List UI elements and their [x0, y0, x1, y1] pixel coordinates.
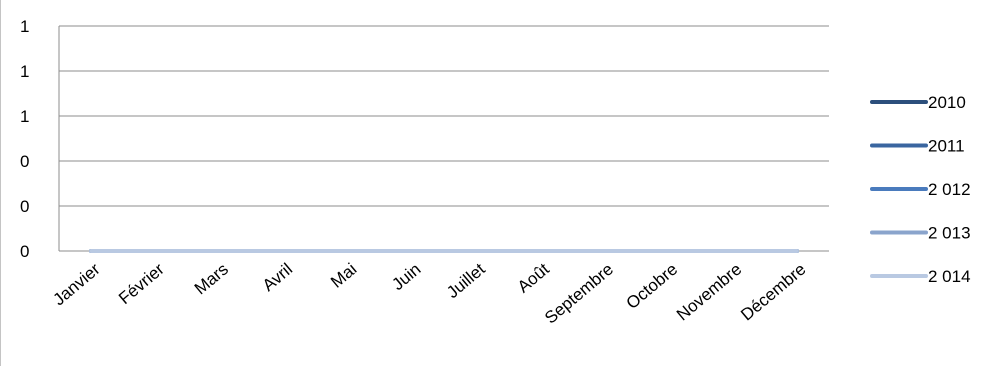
- y-tick-label: 1: [20, 62, 29, 81]
- legend-label: 2 012: [928, 180, 971, 199]
- y-axis-tick-labels: 0 0 0 1 1 1: [20, 17, 29, 261]
- x-axis-tick-labels: Janvier Février Mars Avril Mai Juin Juillet Aoû…: [49, 259, 809, 327]
- x-tick-label: Août: [514, 259, 553, 296]
- y-tick-label: 1: [20, 17, 29, 36]
- y-tick-label: 0: [20, 242, 29, 261]
- legend-label: 2010: [928, 93, 966, 112]
- x-tick-label: Avril: [259, 260, 296, 296]
- y-tick-label: 0: [20, 197, 29, 216]
- x-tick-label: Juin: [388, 260, 424, 295]
- x-tick-label: Octobre: [623, 260, 682, 313]
- x-tick-label: Mars: [191, 260, 232, 299]
- x-tick-label: Juillet: [443, 259, 489, 302]
- x-tick-label: Décembre: [737, 260, 809, 325]
- x-tick-label: Mai: [327, 260, 360, 292]
- gridlines: [58, 25, 829, 252]
- x-tick-label: Février: [115, 259, 168, 308]
- legend-label: 2 013: [928, 224, 971, 243]
- x-tick-label: Novembre: [673, 260, 745, 325]
- legend-label: 2011: [928, 137, 965, 156]
- y-tick-label: 1: [20, 107, 29, 126]
- legend-label: 2 014: [928, 267, 971, 286]
- x-tick-label: Janvier: [49, 259, 103, 309]
- y-tick-label: 0: [20, 152, 29, 171]
- x-tick-label: Septembre: [541, 260, 617, 328]
- legend: 2010 2011 2 012 2 013 2 014: [870, 93, 971, 286]
